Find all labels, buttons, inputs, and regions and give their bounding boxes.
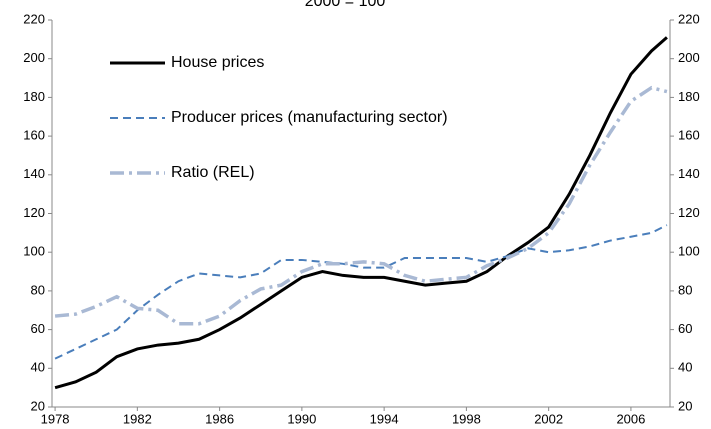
y2-tick-label: 120 [678, 205, 700, 220]
y-tick-label: 160 [23, 128, 45, 143]
x-tick-label: 1998 [452, 411, 481, 426]
y-tick-label: 120 [23, 205, 45, 220]
y2-tick-label: 200 [678, 50, 700, 65]
legend-label: House prices [171, 54, 264, 71]
x-tick-label: 1982 [123, 411, 152, 426]
y2-tick-label: 220 [678, 11, 700, 26]
y2-tick-label: 60 [678, 321, 692, 336]
series-line [54, 224, 668, 360]
y-tick-label: 100 [23, 244, 45, 259]
legend-label: Ratio (REL) [171, 164, 255, 181]
x-tick-label: 1994 [370, 411, 399, 426]
y2-tick-label: 40 [678, 360, 692, 375]
y2-tick-label: 180 [678, 89, 700, 104]
y-tick-label: 80 [31, 282, 45, 297]
legend: House prices Producer prices (manufacturi… [110, 54, 448, 181]
y-tick-label: 140 [23, 166, 45, 181]
y-tick-label: 220 [23, 11, 45, 26]
y-tick-label: 20 [31, 398, 45, 413]
y-tick-label: 60 [31, 321, 45, 336]
y-tick-label: 40 [31, 360, 45, 375]
y2-tick-label: 20 [678, 398, 692, 413]
y2-tick-label: 140 [678, 166, 700, 181]
legend-label: Producer prices (manufacturing sector) [171, 109, 448, 126]
series-line [54, 85, 668, 326]
x-tick-label: 2002 [534, 411, 563, 426]
y2-tick-label: 100 [678, 244, 700, 259]
series-line [54, 36, 668, 390]
y2-tick-label: 160 [678, 128, 700, 143]
x-tick-label: 1978 [41, 411, 70, 426]
y-tick-label: 180 [23, 89, 45, 104]
x-tick-label: 2006 [616, 411, 645, 426]
y-tick-label: 200 [23, 50, 45, 65]
y2-tick-label: 80 [678, 282, 692, 297]
x-tick-label: 1990 [287, 411, 316, 426]
x-tick-label: 1986 [205, 411, 234, 426]
chart-title: 2000 = 100 [305, 0, 386, 10]
